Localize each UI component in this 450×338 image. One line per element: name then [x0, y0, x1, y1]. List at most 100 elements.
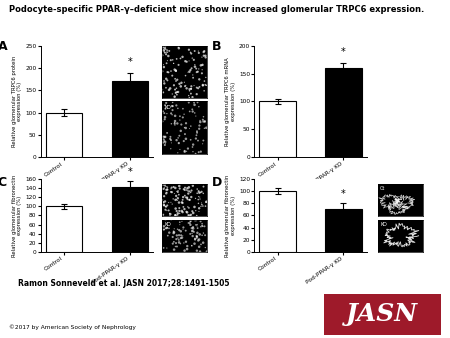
Point — [162, 85, 170, 91]
Point — [162, 106, 169, 112]
Point — [176, 240, 183, 245]
Point — [160, 245, 167, 250]
Point — [180, 187, 187, 192]
Point — [169, 241, 176, 246]
Point — [196, 206, 203, 211]
Point — [187, 50, 194, 55]
Point — [199, 82, 207, 88]
Point — [194, 130, 201, 136]
Point — [161, 142, 168, 148]
Point — [203, 249, 211, 254]
Text: D: D — [212, 175, 222, 189]
Point — [159, 186, 166, 192]
Point — [186, 197, 193, 202]
Point — [160, 90, 167, 95]
Point — [166, 211, 173, 216]
Point — [199, 117, 207, 122]
Point — [197, 224, 204, 230]
Point — [201, 119, 208, 125]
Point — [168, 190, 176, 195]
Text: *: * — [341, 189, 346, 199]
Point — [188, 51, 195, 56]
Point — [193, 132, 200, 138]
Point — [176, 81, 183, 87]
Point — [163, 130, 171, 136]
Point — [177, 56, 184, 61]
Point — [163, 61, 170, 66]
Point — [187, 91, 194, 96]
Point — [176, 186, 183, 191]
Point — [180, 194, 187, 200]
Bar — [45, 113, 82, 157]
Point — [168, 185, 175, 190]
Point — [171, 191, 178, 196]
Point — [196, 190, 203, 195]
Point — [179, 115, 186, 120]
Point — [168, 121, 175, 126]
Point — [198, 242, 205, 247]
Y-axis label: Relative glomerular TRPC6 mRNA
expression (%): Relative glomerular TRPC6 mRNA expressio… — [225, 57, 236, 146]
Point — [172, 185, 179, 191]
Point — [195, 149, 203, 155]
Point — [182, 195, 189, 200]
Point — [161, 50, 168, 55]
Point — [185, 100, 192, 105]
Point — [160, 48, 167, 53]
Text: JASN: JASN — [346, 302, 418, 327]
Point — [192, 218, 199, 223]
Point — [184, 204, 191, 210]
Point — [197, 63, 204, 68]
Point — [198, 204, 205, 209]
Point — [199, 240, 207, 245]
Point — [201, 88, 208, 94]
Point — [175, 46, 182, 51]
Point — [174, 121, 181, 126]
Point — [167, 146, 175, 151]
Point — [159, 182, 166, 188]
Point — [189, 72, 196, 78]
Point — [170, 196, 177, 201]
Point — [180, 226, 187, 232]
Point — [169, 112, 176, 117]
Text: *: * — [341, 47, 346, 57]
Point — [179, 106, 186, 112]
Point — [171, 67, 178, 72]
Point — [164, 203, 171, 208]
Point — [189, 144, 196, 150]
Point — [181, 131, 189, 137]
Point — [178, 200, 185, 205]
Point — [195, 188, 202, 194]
Point — [161, 81, 168, 86]
Point — [189, 210, 197, 216]
Point — [200, 230, 207, 236]
Point — [166, 230, 173, 235]
Point — [173, 86, 180, 91]
Point — [162, 48, 170, 54]
Point — [166, 211, 174, 217]
Point — [183, 86, 190, 91]
Point — [169, 103, 176, 109]
Point — [195, 197, 202, 202]
Point — [195, 48, 202, 54]
Point — [197, 219, 204, 224]
Point — [184, 186, 191, 191]
Point — [176, 208, 183, 214]
Point — [186, 197, 194, 202]
Point — [193, 92, 200, 97]
Point — [174, 150, 181, 155]
Point — [202, 55, 209, 60]
Text: KO: KO — [164, 222, 171, 227]
Point — [176, 206, 183, 211]
Point — [176, 117, 184, 123]
Point — [193, 234, 200, 239]
Point — [188, 243, 195, 248]
Point — [167, 134, 174, 140]
Point — [178, 208, 185, 214]
Point — [200, 184, 207, 189]
Point — [165, 200, 172, 205]
Point — [185, 185, 193, 190]
Point — [184, 243, 191, 249]
Point — [163, 111, 171, 116]
Point — [171, 93, 178, 99]
Point — [182, 228, 189, 233]
